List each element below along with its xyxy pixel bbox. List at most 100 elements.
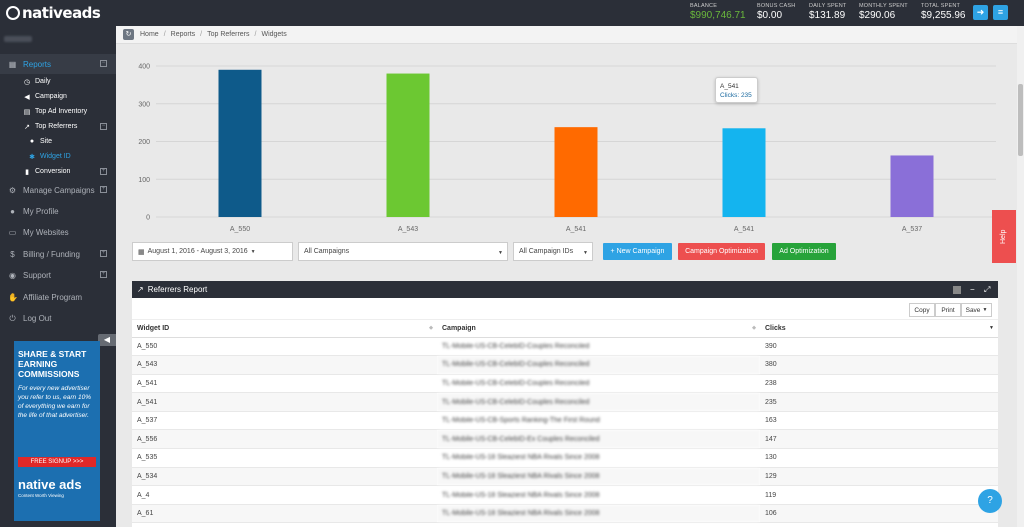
sidebar-item-my-profile[interactable]: ● My Profile [0, 201, 116, 221]
campaign-ids-select[interactable]: All Campaign IDs ▼ [513, 242, 593, 261]
breadcrumb-separator: / [254, 31, 257, 38]
breadcrumb-separator: / [200, 31, 203, 38]
widget-id-cell: A_541 [132, 392, 437, 412]
sidebar-subitem-site[interactable]: ● Site [0, 134, 116, 149]
chat-bubble-icon: ? [987, 495, 993, 506]
monthly-spent-label: MONTHLY SPENT [859, 3, 908, 9]
scrollbar-thumb[interactable] [1018, 84, 1023, 156]
expand-icon[interactable]: + [100, 271, 107, 278]
chart-icon: ▦ [8, 59, 17, 69]
promo-signup-button[interactable]: FREE SIGNUP >>> [18, 457, 96, 467]
table-row[interactable]: A_541 TL-Mobile-US-CB-CelebID-Couples Rec… [132, 374, 998, 394]
sidebar-subitem-daily[interactable]: ◷ Daily [0, 74, 116, 89]
campaign-cell: TL-Mobile-US-CB-Sports Ranking-The First… [437, 411, 760, 431]
nativeads-logo[interactable]: nativeads [6, 4, 101, 22]
table-row[interactable]: A_534 TL-Mobile-US-18 Sleaziest NBA Rival… [132, 467, 998, 487]
column-header-clicks[interactable]: Clicks ▼ [760, 320, 998, 338]
expand-icon[interactable]: + [100, 186, 107, 193]
table-row[interactable]: A_4 TL-Mobile-US-18 Sleaziest NBA Rivals … [132, 485, 998, 505]
column-header-campaign[interactable]: Campaign ◆ [437, 320, 760, 338]
date-range-picker[interactable]: ▦ August 1, 2016 - August 3, 2016 ▼ [132, 242, 293, 261]
widget-id-cell: A_550 [132, 337, 437, 357]
expand-icon[interactable]: + [100, 250, 107, 257]
clicks-cell: 390 [760, 337, 998, 357]
sort-icon: ◆ [429, 325, 433, 331]
collapse-icon[interactable]: − [100, 123, 107, 130]
bar[interactable] [218, 69, 262, 218]
x-tick-label: A_541 [566, 226, 586, 233]
logo-text: nativeads [22, 4, 101, 22]
sidebar-collapse-button[interactable]: ◀ [98, 334, 116, 346]
save-button[interactable]: Save ▼ [961, 303, 992, 317]
logout-button[interactable]: ➜ [973, 5, 988, 20]
fullscreen-icon[interactable]: ⤢ [984, 285, 991, 294]
menu-button[interactable]: ≡ [993, 5, 1008, 20]
sidebar-item-my-websites[interactable]: ▭ My Websites [0, 222, 116, 242]
sidebar-subitem-widget-id[interactable]: ✱ Widget ID [0, 149, 116, 164]
sidebar-subitem-top-referrers[interactable]: ↗ Top Referrers − [0, 119, 116, 134]
table-row[interactable]: A_541 TL-Mobile-US-CB-CelebID-Couples Rec… [132, 392, 998, 412]
print-button[interactable]: Print [935, 303, 961, 317]
table-row[interactable]: A_537 TL-Mobile-US-CB-Sports Ranking-The … [132, 411, 998, 431]
sidebar-item-label: Reports [23, 59, 52, 69]
help-tab[interactable]: Help [992, 210, 1016, 263]
menu-icon: ≡ [997, 7, 1004, 17]
campaign-optimization-button[interactable]: Campaign Optimization [678, 243, 765, 260]
sidebar-item-manage-campaigns[interactable]: ⚙ Manage Campaigns + [0, 180, 116, 200]
sidebar-item-affiliate-program[interactable]: ✋ Affiliate Program [0, 287, 116, 307]
expand-icon[interactable]: + [100, 168, 107, 175]
sidebar-item-label: Affiliate Program [23, 292, 82, 302]
user-name-blurred [4, 36, 32, 42]
bar[interactable] [890, 155, 934, 217]
affiliate-promo-banner[interactable]: SHARE & START EARNING COMMISSIONS For ev… [14, 341, 100, 521]
balance-label: BALANCE [690, 3, 718, 9]
bar[interactable] [722, 128, 766, 217]
bar[interactable] [386, 73, 430, 217]
sidebar-subitem-campaign[interactable]: ◀ Campaign [0, 89, 116, 104]
scrollbar[interactable] [1017, 26, 1024, 527]
clock-icon: ◷ [23, 78, 31, 86]
table-row[interactable]: A_61 TL-Mobile-US-18 Sleaziest NBA Rivals… [132, 504, 998, 524]
calendar-icon: ▦ [138, 248, 145, 256]
sidebar-subitem-conversion[interactable]: ▮ Conversion + [0, 164, 116, 179]
promo-tagline: Content Worth Viewing [18, 493, 64, 498]
sidebar-item-billing-funding[interactable]: $ Billing / Funding + [0, 244, 116, 264]
sidebar-subitem-top-ad-inventory[interactable]: ▤ Top Ad Inventory [0, 104, 116, 119]
balance-stat: BALANCE $990,746.71 [690, 3, 746, 21]
bonus-cash-value: $0.00 [757, 10, 783, 21]
sidebar-item-log-out[interactable]: ⏻ Log Out [0, 308, 116, 328]
sidebar-subitem-label: Campaign [35, 93, 67, 100]
table-row[interactable]: A_556 TL-Mobile-US-CB-CelebID-Ex Couples … [132, 429, 998, 450]
sidebar-item-label: My Profile [23, 206, 59, 216]
table-row[interactable]: A_550 TL-Mobile-US-CB-CelebID-Couples Rec… [132, 337, 998, 357]
table-row[interactable]: A_535 TL-Mobile-US-18 Sleaziest NBA Rival… [132, 448, 998, 468]
bonus-cash-stat: BONUS CASH $0.00 [757, 3, 795, 21]
campaign-ids-select-value: All Campaign IDs [519, 248, 574, 255]
widget-id-cell: A_541 [132, 374, 437, 394]
main-content: ↻ Home / Reports / Top Referrers / Widge… [116, 26, 1024, 527]
new-campaign-button[interactable]: + New Campaign [603, 243, 672, 260]
table-body: A_550 TL-Mobile-US-CB-CelebID-Couples Rec… [132, 337, 998, 524]
daily-spent-stat: DAILY SPENT $131.89 [809, 3, 846, 21]
color-picker-icon[interactable] [953, 286, 961, 294]
refresh-icon[interactable]: ↻ [123, 29, 134, 40]
column-header-label: Campaign [442, 324, 476, 332]
sidebar-item-support[interactable]: ◉ Support + [0, 265, 116, 285]
support-icon: ◉ [9, 270, 16, 280]
collapse-icon[interactable]: − [100, 60, 107, 67]
minimize-icon[interactable]: − [970, 285, 975, 294]
column-header-widget-id[interactable]: Widget ID ◆ [132, 320, 437, 338]
campaign-select[interactable]: All Campaigns ▼ [298, 242, 508, 261]
report-title: Referrers Report [147, 285, 208, 294]
breadcrumb-home[interactable]: Home [140, 31, 159, 38]
daily-spent-label: DAILY SPENT [809, 3, 847, 9]
breadcrumb-reports[interactable]: Reports [170, 31, 196, 38]
inventory-icon: ▤ [23, 108, 31, 116]
breadcrumb-top-referrers[interactable]: Top Referrers [207, 31, 250, 38]
chat-button[interactable]: ? [978, 489, 1002, 513]
table-row[interactable]: A_543 TL-Mobile-US-CB-CelebID-Couples Rec… [132, 355, 998, 375]
sidebar-item-reports[interactable]: ▦ Reports − [0, 54, 116, 74]
copy-button[interactable]: Copy [909, 303, 935, 317]
ad-optimization-button[interactable]: Ad Optimization [772, 243, 836, 260]
bar[interactable] [554, 127, 598, 217]
